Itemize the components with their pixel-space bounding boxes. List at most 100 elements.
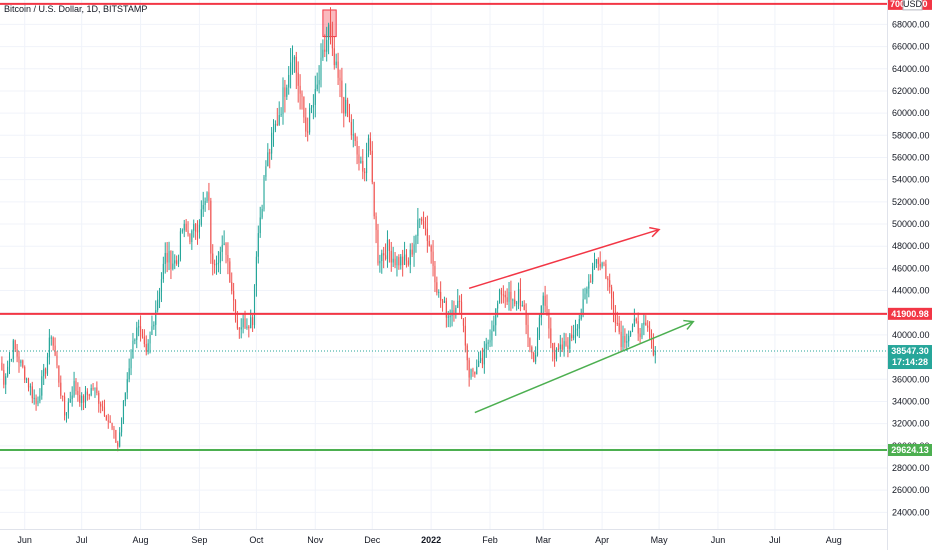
candle-body bbox=[90, 388, 92, 396]
candle-body bbox=[554, 352, 556, 359]
candle-body bbox=[478, 360, 480, 367]
chart-title: Bitcoin / U.S. Dollar, 1D, BITSTAMP bbox=[4, 4, 147, 14]
candle-body bbox=[191, 230, 193, 243]
candle-body bbox=[94, 387, 96, 389]
candle-body bbox=[297, 72, 299, 86]
candle-body bbox=[535, 354, 537, 362]
candle-body bbox=[641, 324, 643, 338]
candle-body bbox=[115, 430, 117, 443]
candle-body bbox=[27, 378, 30, 388]
price-tick-label: 62000.00 bbox=[892, 86, 930, 96]
candle-body bbox=[538, 317, 540, 338]
trendline[interactable] bbox=[468, 228, 660, 290]
candle-body bbox=[41, 376, 43, 396]
candle-body bbox=[320, 57, 322, 81]
candle-body bbox=[58, 365, 60, 383]
candle-body bbox=[371, 150, 373, 183]
candle-body bbox=[542, 295, 544, 306]
trendlines-layer[interactable] bbox=[468, 226, 695, 414]
candle-body bbox=[352, 134, 354, 136]
candle-body bbox=[259, 217, 261, 234]
candle-body bbox=[248, 326, 250, 329]
candle-body bbox=[405, 254, 408, 261]
candle-body bbox=[196, 231, 199, 233]
candle-body bbox=[460, 301, 463, 319]
price-tick-label: 24000.00 bbox=[892, 507, 930, 517]
candle-body bbox=[276, 123, 278, 125]
candle-body bbox=[347, 99, 349, 117]
candle-body bbox=[394, 258, 396, 266]
candle-body bbox=[86, 391, 88, 395]
time-tick-label: Feb bbox=[482, 535, 498, 545]
candle-body bbox=[485, 343, 487, 349]
candle-body bbox=[354, 134, 356, 142]
candle-body bbox=[162, 263, 164, 280]
candle-body bbox=[466, 345, 468, 361]
candle-body bbox=[459, 300, 461, 302]
candle-body bbox=[234, 300, 237, 321]
current-price-badge bbox=[888, 345, 932, 370]
candle-body bbox=[462, 318, 465, 326]
candle-body bbox=[12, 340, 14, 359]
candle-body bbox=[88, 394, 90, 396]
candle-body bbox=[119, 432, 121, 447]
candle-body bbox=[597, 259, 599, 264]
candle-body bbox=[221, 245, 223, 252]
candle-body bbox=[430, 245, 432, 252]
candle-body bbox=[43, 368, 45, 377]
candle-body bbox=[16, 349, 18, 357]
time-axis[interactable]: Jun Jul Aug Sep Oct Nov Dec 2022 Feb Mar Apr May Jun… bbox=[17, 535, 841, 545]
candle-body bbox=[616, 322, 618, 324]
candle-body bbox=[383, 253, 385, 256]
candlestick-series[interactable] bbox=[1, 7, 656, 452]
candle-body bbox=[468, 360, 470, 378]
candle-body bbox=[540, 305, 542, 318]
candle-body bbox=[223, 243, 225, 246]
candle-body bbox=[390, 250, 392, 263]
price-tick-label: 48000.00 bbox=[892, 241, 930, 251]
candle-body bbox=[552, 343, 554, 353]
currency-chip[interactable] bbox=[902, 0, 923, 11]
candle-body bbox=[630, 331, 632, 336]
candle-body bbox=[472, 369, 474, 372]
candle-body bbox=[413, 244, 415, 255]
candle-body bbox=[149, 334, 151, 344]
candle-body bbox=[512, 299, 514, 301]
candle-body bbox=[422, 221, 425, 228]
candle-body bbox=[195, 224, 197, 232]
candle-body bbox=[189, 234, 191, 243]
candle-body bbox=[614, 313, 616, 323]
candle-body bbox=[312, 104, 314, 108]
time-tick-label: Dec bbox=[364, 535, 381, 545]
candle-body bbox=[521, 305, 523, 307]
candle-body bbox=[631, 325, 634, 332]
horizontal-levels-layer[interactable] bbox=[0, 2, 887, 451]
candle-body bbox=[536, 337, 539, 355]
candle-body bbox=[567, 345, 569, 349]
candle-body bbox=[164, 252, 166, 264]
candle-body bbox=[280, 114, 282, 116]
candle-body bbox=[343, 97, 345, 114]
candle-body bbox=[305, 117, 307, 132]
candle-body bbox=[14, 340, 16, 350]
candle-body bbox=[652, 338, 654, 356]
trendline[interactable] bbox=[474, 320, 694, 414]
price-axis[interactable]: 24000.0026000.0028000.0030000.0032000.00… bbox=[892, 19, 930, 517]
candle-body bbox=[612, 298, 615, 314]
price-tick-label: 36000.00 bbox=[892, 374, 930, 384]
time-tick-label: Nov bbox=[307, 535, 324, 545]
candle-body bbox=[81, 395, 83, 403]
highlight-box[interactable] bbox=[322, 9, 337, 38]
time-tick-label: Apr bbox=[595, 535, 609, 545]
candle-body bbox=[599, 263, 601, 267]
candle-body bbox=[290, 62, 292, 76]
candle-body bbox=[449, 316, 451, 318]
candle-body bbox=[650, 337, 653, 339]
candle-body bbox=[493, 325, 495, 332]
candle-body bbox=[415, 235, 417, 245]
candle-body bbox=[637, 321, 639, 334]
current-price-text: 38547.30 bbox=[891, 346, 929, 356]
candle-body bbox=[35, 397, 37, 404]
